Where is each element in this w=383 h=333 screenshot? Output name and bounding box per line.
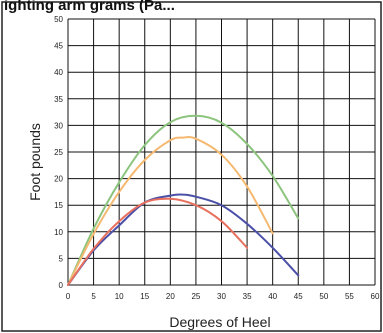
y-tick-label-4: 20 bbox=[54, 175, 63, 184]
x-tick-label-0: 0 bbox=[66, 292, 71, 301]
series-line-3 bbox=[67, 197, 249, 286]
chart-title: ighting arm grams (Pa... bbox=[4, 0, 175, 14]
y-tick-label-7: 35 bbox=[54, 95, 63, 104]
y-tick-labels: 0 5 10 15 20 25 30 35 40 45 50 bbox=[54, 15, 63, 290]
x-axis-label: Degrees of Heel bbox=[169, 314, 270, 330]
x-tick-label-10: 50 bbox=[319, 292, 328, 301]
x-tick-label-7: 35 bbox=[243, 292, 252, 301]
y-tick-label-3: 15 bbox=[54, 201, 63, 210]
y-tick-label-1: 5 bbox=[59, 254, 64, 263]
grid bbox=[67, 18, 376, 286]
y-tick-label-6: 30 bbox=[54, 121, 63, 130]
y-tick-label-5: 25 bbox=[54, 148, 63, 157]
y-tick-label-9: 45 bbox=[54, 42, 63, 51]
series-line-2 bbox=[67, 193, 300, 286]
x-tick-label-3: 15 bbox=[140, 292, 149, 301]
y-tick-label-2: 10 bbox=[54, 228, 63, 237]
y-axis-label: Foot pounds bbox=[27, 123, 43, 201]
x-tick-label-11: 55 bbox=[345, 292, 354, 301]
series-line-0 bbox=[67, 114, 300, 286]
x-tick-label-1: 5 bbox=[91, 292, 96, 301]
x-tick-label-12: 60 bbox=[371, 292, 380, 301]
x-tick-label-8: 40 bbox=[268, 292, 277, 301]
y-tick-label-10: 50 bbox=[54, 15, 63, 24]
x-tick-label-4: 20 bbox=[166, 292, 175, 301]
series-line-1 bbox=[67, 136, 274, 286]
x-tick-labels: 0 5 10 15 20 25 30 35 40 45 50 55 60 bbox=[66, 292, 380, 301]
x-tick-label-9: 45 bbox=[294, 292, 303, 301]
x-tick-label-6: 30 bbox=[217, 292, 226, 301]
x-tick-label-2: 10 bbox=[115, 292, 124, 301]
x-tick-label-5: 25 bbox=[191, 292, 200, 301]
y-tick-label-0: 0 bbox=[59, 281, 64, 290]
series-group bbox=[67, 114, 300, 286]
y-tick-label-8: 40 bbox=[54, 68, 63, 77]
